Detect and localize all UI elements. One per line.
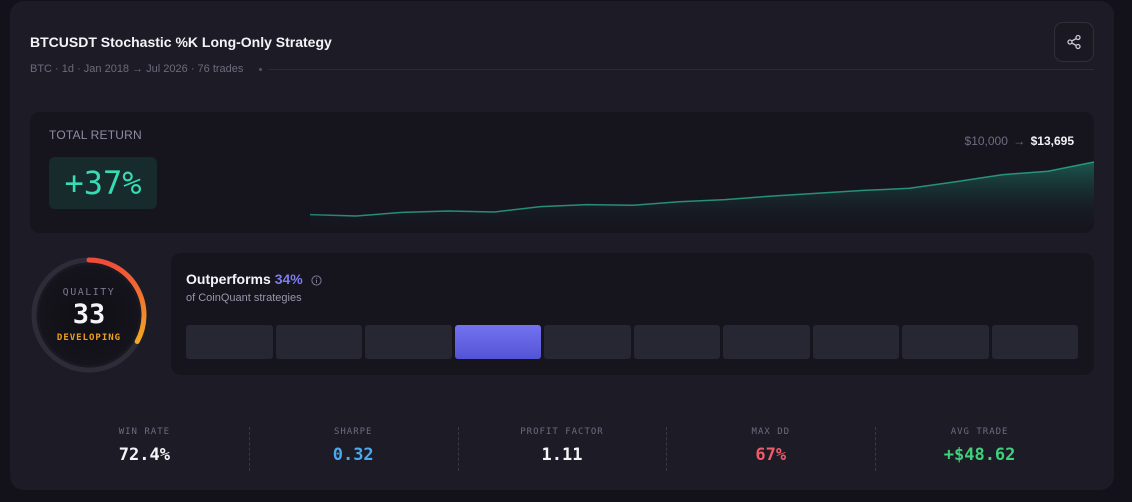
stat-value: 0.32 (332, 445, 374, 465)
percentile-bar (991, 325, 1078, 359)
stat-value: 67% (755, 445, 787, 465)
strategy-title: BTCUSDT Stochastic %K Long-Only Strategy (30, 34, 332, 50)
quality-ring (31, 257, 147, 373)
stat-sharpe: SHARPE 0.32 (248, 423, 458, 473)
quality-status: DEVELOPING (56, 333, 122, 343)
percentile-bar (365, 325, 452, 359)
meta-dot (259, 68, 262, 71)
stat-label: SHARPE (333, 427, 373, 437)
outperforms-label: Outperforms (186, 271, 271, 287)
stat-max-dd: MAX DD 67% (666, 423, 875, 473)
percentile-bar (812, 325, 899, 359)
stats-row: WIN RATE 72.4% SHARPE 0.32 PROFIT FACTOR 1.11… (40, 423, 1084, 473)
percentile-bar (902, 325, 989, 359)
stat-label: PROFIT FACTOR (520, 427, 604, 437)
outperforms-subtitle: of CoinQuant strategies (186, 292, 302, 304)
share-icon (1067, 34, 1081, 50)
quality-score: 33 (72, 299, 106, 330)
stat-value: 1.11 (541, 445, 583, 465)
percentile-bar (186, 325, 273, 359)
percentile-bar (544, 325, 631, 359)
arrow-right-icon: → (1013, 134, 1026, 148)
outperforms-percent: 34% (274, 271, 303, 287)
info-icon[interactable] (311, 275, 322, 286)
quality-gauge: QUALITY 33 DEVELOPING (27, 253, 151, 377)
share-button[interactable] (1054, 22, 1094, 62)
stat-win-rate: WIN RATE 72.4% (40, 423, 249, 473)
equity-sparkline (30, 112, 1094, 233)
percentile-bar-active (454, 325, 541, 359)
percentile-bars (186, 325, 1078, 359)
stat-label: WIN RATE (118, 427, 171, 437)
quality-label: QUALITY (62, 287, 116, 298)
stat-value: 72.4% (118, 445, 170, 465)
stat-label: MAX DD (751, 427, 791, 437)
percentile-bar (633, 325, 720, 359)
total-return-panel: TOTAL RETURN +37% $10,000 → $13,695 (30, 112, 1094, 233)
outperforms-panel: Outperforms 34% of CoinQuant strategies (171, 253, 1094, 375)
end-equity: $13,695 (1030, 134, 1074, 148)
total-return-label: TOTAL RETURN (49, 128, 142, 142)
percentile-bar (723, 325, 810, 359)
start-equity: $10,000 (964, 134, 1008, 148)
strategy-card: BTCUSDT Stochastic %K Long-Only Strategy… (10, 1, 1114, 490)
stat-avg-trade: AVG TRADE +$48.62 (875, 423, 1084, 473)
strategy-meta: BTC · 1d · Jan 2018 → Jul 2026 · 76 trad… (30, 63, 244, 75)
total-return-value: +37% (49, 157, 157, 209)
outperforms-heading: Outperforms 34% (186, 271, 322, 287)
equity-change: $10,000 → $13,695 (965, 134, 1074, 148)
percentile-bar (275, 325, 362, 359)
stat-value: +$48.62 (943, 445, 1016, 465)
meta-divider (268, 69, 1094, 70)
stat-label: AVG TRADE (950, 427, 1009, 437)
stat-profit-factor: PROFIT FACTOR 1.11 (457, 423, 667, 473)
